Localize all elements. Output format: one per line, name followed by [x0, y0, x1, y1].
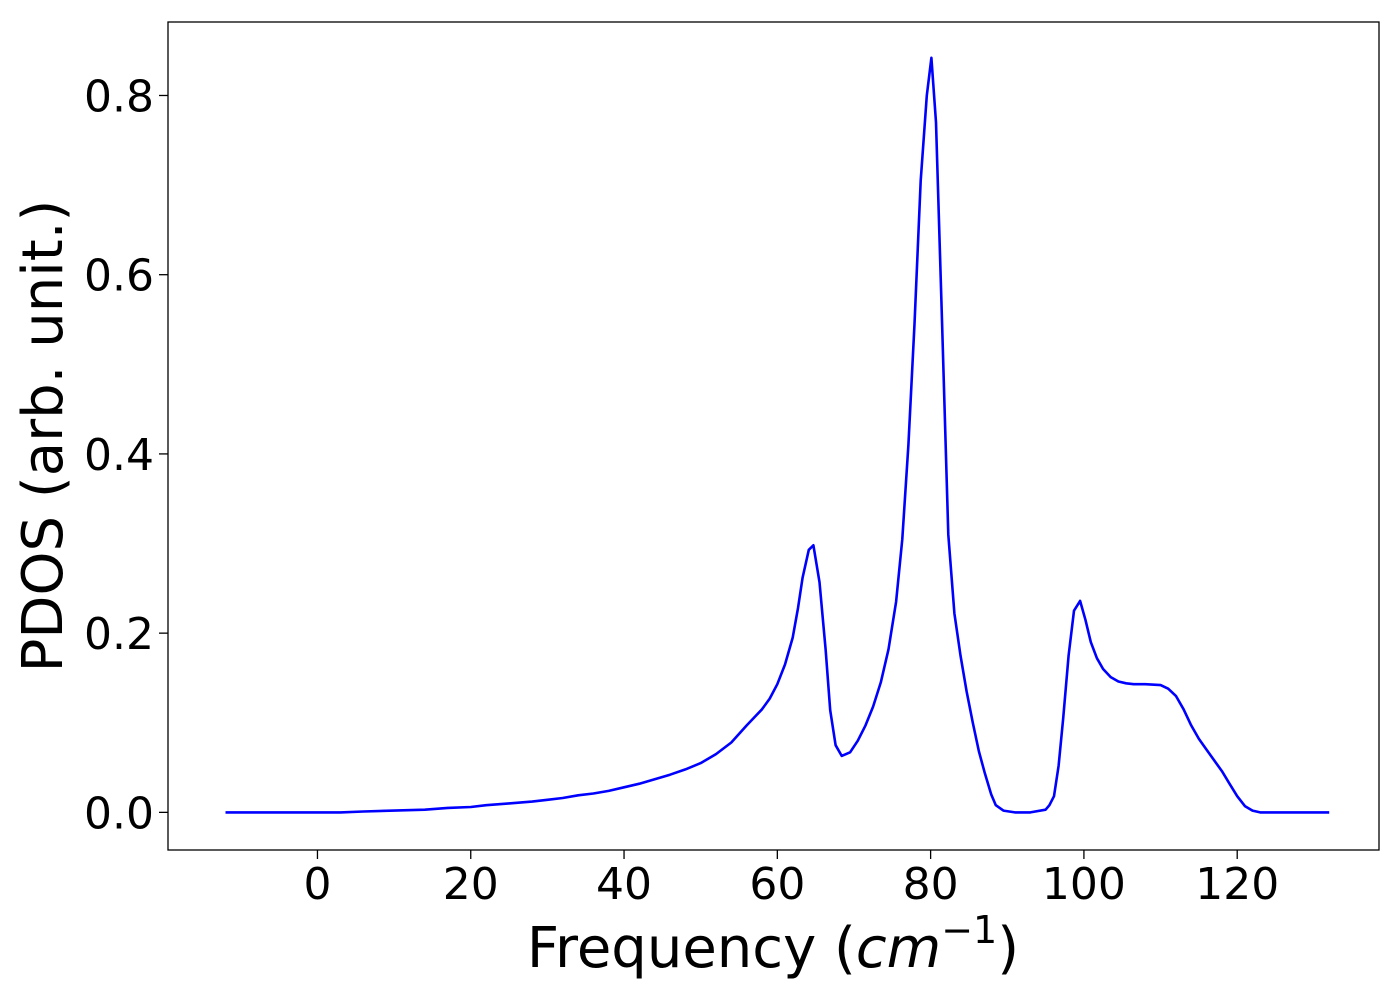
series-lines — [225, 56, 1330, 814]
x-axis-label-close: ) — [997, 916, 1019, 981]
y-tick-label: 0.0 — [84, 788, 154, 839]
y-axis-ticks: 0.0 0.2 0.4 0.6 0.8 — [84, 71, 168, 839]
x-tick-label: 80 — [903, 859, 959, 910]
plot-area-frame — [167, 21, 1380, 851]
x-tick-label: 0 — [303, 859, 331, 910]
y-tick-label: 0.8 — [84, 71, 154, 122]
y-tick-label: 0.2 — [84, 609, 154, 660]
x-axis-label-unit: cm — [856, 916, 941, 981]
x-axis-ticks: 0 20 40 60 80 100 120 — [303, 850, 1279, 910]
x-tick-label: 100 — [1042, 859, 1126, 910]
y-tick-label: 0.6 — [84, 251, 154, 302]
x-axis-label-text: Frequency ( — [527, 916, 856, 981]
x-tick-label: 40 — [596, 859, 652, 910]
x-tick-label: 60 — [749, 859, 805, 910]
pdos-line — [225, 56, 1330, 814]
y-tick-label: 0.4 — [84, 430, 154, 481]
x-axis-label: Frequency (cm−1) — [527, 908, 1019, 981]
x-axis-label-exponent: −1 — [941, 908, 997, 952]
x-tick-label: 120 — [1195, 859, 1279, 910]
y-axis-label: PDOS (arb. unit.) — [11, 200, 76, 673]
x-tick-label: 20 — [443, 859, 499, 910]
